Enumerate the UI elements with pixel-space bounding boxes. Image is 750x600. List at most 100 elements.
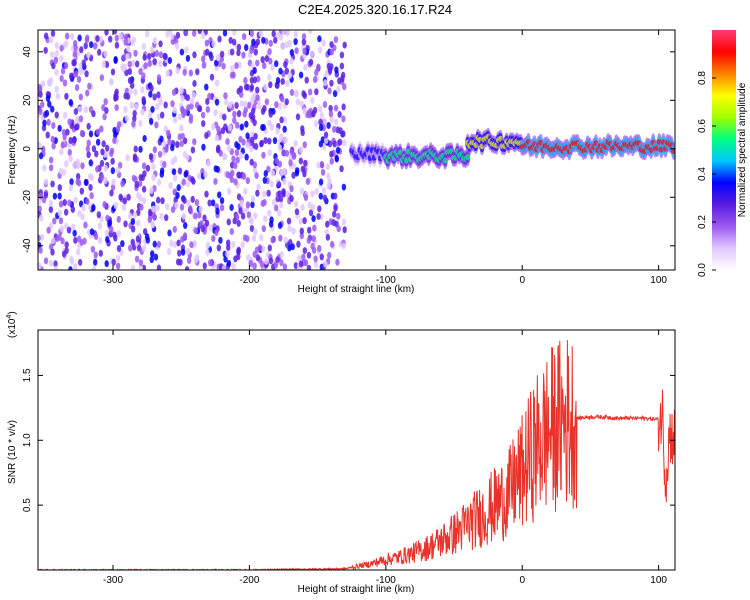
spectrogram-cell [213, 177, 218, 185]
spectrogram-cell [182, 68, 187, 76]
spectrogram-cell [197, 105, 203, 113]
spectrogram-cell [288, 159, 293, 167]
spectrogram-cell [179, 87, 184, 95]
colorbar-label: Normalized spectral amplitude [737, 82, 748, 217]
spectrogram-cell [89, 174, 94, 182]
spectrogram-cell [283, 136, 288, 144]
spectrogram-cell [204, 190, 209, 198]
spectrogram-cell [227, 101, 233, 109]
spectrogram-cell [249, 30, 254, 38]
spectrogram-cell [188, 69, 194, 77]
spectrogram-cell [197, 30, 202, 35]
spectrogram-cell [316, 161, 321, 169]
spectrogram-cell [48, 199, 54, 207]
spectrogram-cell [93, 233, 99, 241]
spectrogram-cell [329, 240, 335, 248]
spectrogram-cell [90, 245, 96, 253]
spectrogram-cell [120, 180, 125, 188]
spectrogram-cell [175, 31, 181, 39]
spectrogram-cell [300, 125, 305, 133]
spectrogram-cell [321, 143, 327, 151]
spectrogram-cell [64, 160, 69, 168]
spectrogram-cell [282, 177, 287, 185]
x-tick-label: 100 [650, 275, 667, 286]
spectrogram-cell [78, 67, 83, 75]
spectrogram-cell [317, 35, 322, 43]
spectrogram-cell [282, 263, 288, 270]
spectrogram-cell [223, 255, 228, 263]
spectrogram-cell [302, 47, 307, 55]
spectrogram-cell [234, 149, 240, 157]
spectrogram-cell [43, 191, 49, 199]
spectrogram-cell [241, 33, 247, 41]
spectrogram-cell [202, 262, 207, 270]
spectrogram-cell [38, 262, 42, 270]
spectrogram-cell [205, 241, 211, 249]
spectrogram-cell [342, 139, 347, 147]
spectrogram-cell [342, 226, 347, 234]
spectrogram-cell [340, 130, 345, 138]
spectrogram-y-axis-label: Frequency (Hz) [7, 116, 18, 185]
spectrogram-cell [193, 212, 198, 220]
snr-frame [37, 329, 676, 571]
spectrogram-cell [109, 150, 114, 158]
spectrogram-cell [311, 235, 316, 243]
spectrogram-cell [134, 60, 140, 68]
spectrogram-cell [318, 140, 324, 148]
spectrogram-cell [48, 76, 54, 84]
spectrogram-cell [134, 255, 140, 263]
spectrogram-cell [81, 204, 86, 212]
x-tick-label: -300 [103, 575, 123, 586]
spectrogram-cell [68, 266, 73, 270]
spectrogram-cell [170, 32, 175, 40]
spectrogram-cell [337, 77, 342, 85]
spectrogram-cell [156, 264, 162, 270]
spectrogram-cell [93, 251, 98, 259]
spectrogram-cell [91, 110, 96, 118]
spectrogram-cell [289, 49, 295, 57]
spectrogram-cell [168, 181, 173, 189]
spectrogram-cell [140, 108, 145, 116]
spectrogram-cell [313, 120, 319, 128]
spectrogram-cell [159, 213, 164, 221]
spectrogram-cell [51, 122, 56, 130]
spectrogram-cell [298, 146, 304, 154]
snr-plot: -300 -200 -100 0 100 0.5 1.0 1.5 Height of str… [6, 311, 676, 595]
spectrogram-cell [214, 59, 219, 67]
spectrogram-cell [151, 205, 156, 213]
spectrogram-cell [120, 240, 125, 248]
spectrogram-cell [310, 96, 315, 104]
spectrogram-cell [296, 240, 301, 248]
spectrogram-cell [278, 234, 283, 242]
spectrogram-cell [131, 120, 136, 128]
spectrogram-cell [341, 242, 346, 250]
spectrogram-cell [221, 62, 226, 70]
spectrogram-cell [277, 144, 283, 152]
spectrogram-cell [75, 162, 81, 170]
spectrogram-cell [159, 111, 165, 119]
spectrogram-cell [219, 204, 225, 212]
spectrogram-cell [253, 143, 259, 151]
spectrogram-cell [118, 193, 123, 201]
spectrogram-cell [83, 106, 88, 114]
spectrogram-cell [298, 217, 304, 225]
spectrogram-cell [277, 222, 283, 230]
spectrogram-cell [222, 153, 228, 161]
spectrogram-cell [306, 226, 312, 234]
spectrogram-cell [183, 30, 189, 37]
spectrogram-cell [255, 189, 260, 197]
spectrogram-cell [232, 217, 237, 225]
spectrogram-cell [76, 248, 81, 256]
spectrogram-cell [165, 203, 170, 211]
spectrogram-cell [114, 34, 120, 42]
spectrogram-cell [342, 41, 347, 49]
spectrogram-cell [133, 88, 138, 96]
spectrogram-cell [143, 62, 148, 70]
spectrogram-cell [62, 133, 67, 141]
spectrogram-cell [154, 50, 160, 58]
spectrogram-cell [259, 234, 264, 242]
spectrogram-cell [260, 56, 265, 64]
spectrogram-cell [39, 214, 44, 222]
spectrogram-cell [262, 190, 267, 198]
spectrogram-cell [192, 138, 197, 146]
